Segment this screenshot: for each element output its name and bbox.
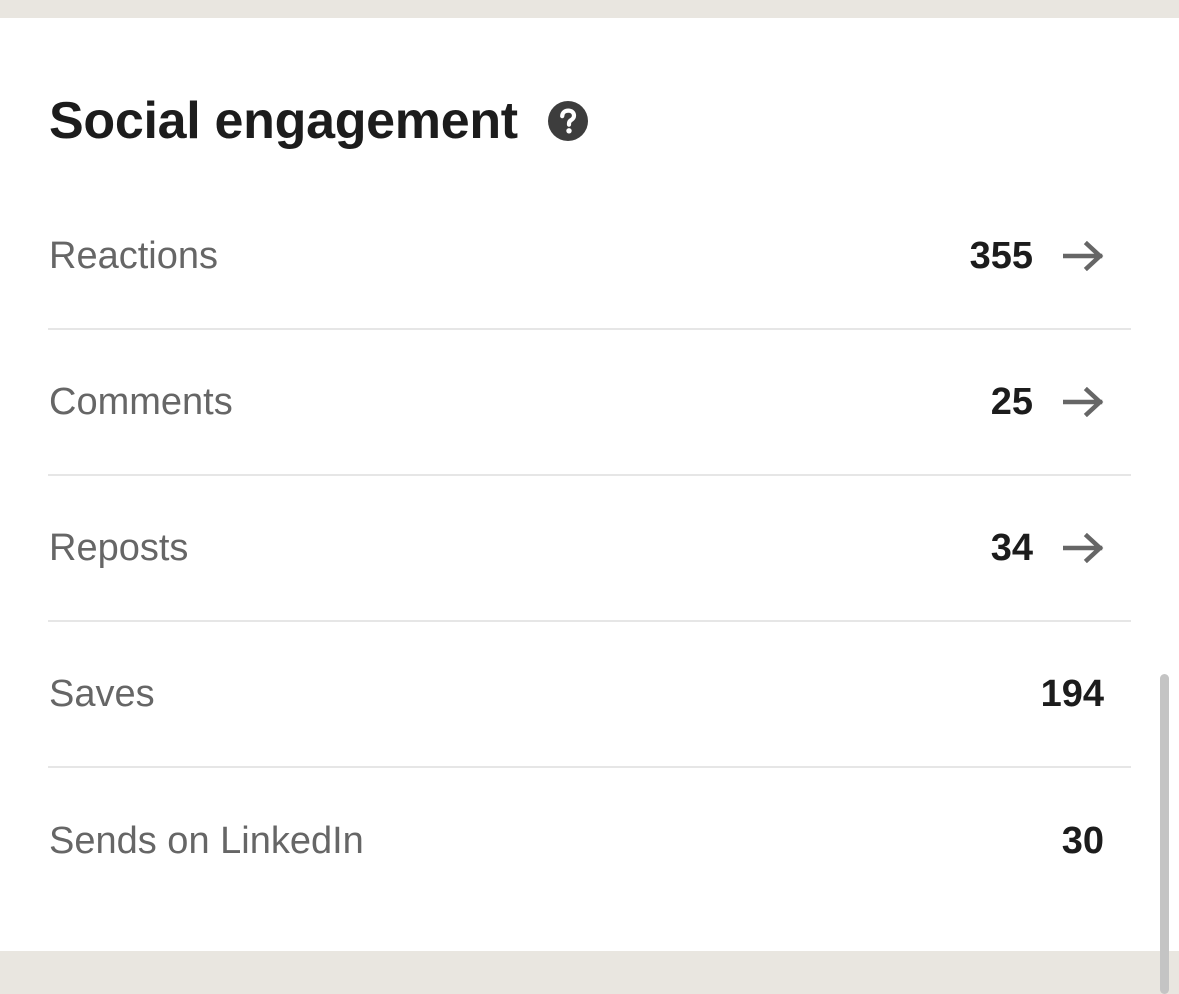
metric-value: 355: [969, 235, 1033, 277]
metric-row-reactions[interactable]: Reactions 355: [48, 184, 1131, 330]
metric-row-reposts[interactable]: Reposts 34: [48, 476, 1131, 622]
engagement-metrics-list: Reactions 355 Comments 25 Reposts 34 Sav…: [48, 184, 1131, 914]
metric-label: Comments: [49, 381, 233, 423]
arrow-right-icon[interactable]: [1062, 532, 1105, 564]
arrow-right-icon[interactable]: [1062, 240, 1105, 272]
metric-row-saves: Saves 194: [48, 622, 1131, 768]
metric-row-sends-on-linkedin: Sends on LinkedIn 30: [48, 768, 1131, 914]
metric-label: Saves: [49, 673, 155, 715]
social-engagement-card: Social engagement: [0, 18, 1179, 951]
arrow-right-icon[interactable]: [1062, 386, 1105, 418]
metric-value: 25: [990, 381, 1033, 423]
card-title: Social engagement: [49, 92, 518, 150]
metric-value: 30: [1061, 820, 1104, 862]
metric-label: Sends on LinkedIn: [49, 820, 364, 862]
help-icon[interactable]: [547, 101, 588, 141]
card-header: Social engagement: [49, 90, 588, 152]
metric-label: Reposts: [49, 527, 189, 569]
metric-value: 34: [990, 527, 1033, 569]
vertical-scrollbar[interactable]: [1160, 674, 1169, 994]
metric-label: Reactions: [49, 235, 218, 277]
metric-row-comments[interactable]: Comments 25: [48, 330, 1131, 476]
metric-value: 194: [1040, 673, 1104, 715]
